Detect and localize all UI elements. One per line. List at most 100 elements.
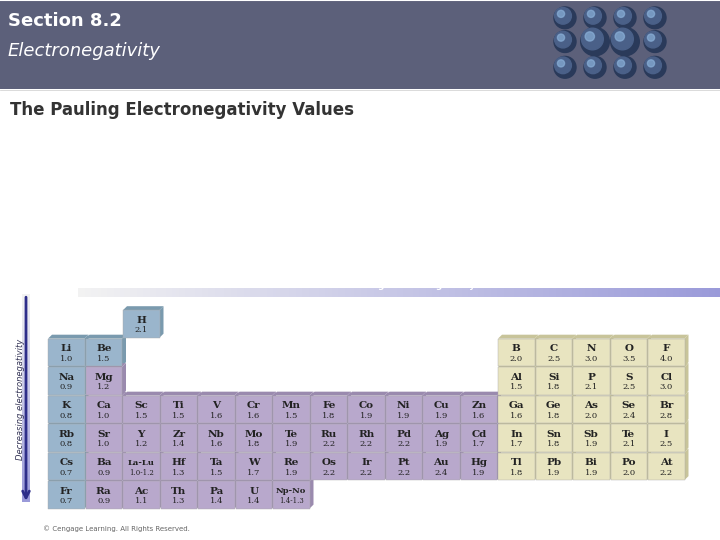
Bar	[310, 396, 347, 423]
Bar	[344, 288, 348, 297]
Polygon shape	[48, 477, 89, 481]
Bar	[221, 288, 224, 297]
Bar	[22, 470, 30, 471]
Bar	[22, 421, 30, 423]
Text: 1.7: 1.7	[510, 441, 523, 448]
Polygon shape	[161, 449, 201, 453]
Text: 1.4: 1.4	[210, 497, 223, 505]
Bar	[403, 288, 406, 297]
Text: Zr: Zr	[172, 430, 185, 439]
Bar	[22, 466, 30, 468]
Bar	[510, 288, 513, 297]
Bar	[22, 347, 30, 349]
Polygon shape	[534, 363, 539, 395]
Polygon shape	[86, 477, 126, 481]
Text: 1.0-1.2: 1.0-1.2	[129, 469, 153, 477]
Bar	[123, 481, 160, 509]
Bar	[22, 322, 30, 323]
Bar	[539, 288, 543, 297]
Polygon shape	[86, 335, 126, 339]
Bar	[22, 368, 30, 370]
Bar	[666, 288, 670, 297]
Text: 0.7: 0.7	[60, 497, 73, 505]
Bar	[260, 288, 264, 297]
Polygon shape	[198, 477, 238, 481]
Bar	[22, 454, 30, 455]
Polygon shape	[534, 420, 539, 451]
Text: Rb: Rb	[58, 430, 74, 439]
Text: F: F	[662, 345, 670, 353]
Polygon shape	[610, 335, 613, 366]
Circle shape	[581, 28, 609, 56]
Bar	[325, 288, 328, 297]
Bar	[22, 423, 30, 424]
Bar	[22, 381, 30, 382]
Bar	[22, 441, 30, 442]
Polygon shape	[573, 392, 613, 396]
Polygon shape	[498, 449, 539, 453]
Polygon shape	[647, 420, 651, 451]
Bar	[611, 367, 647, 395]
Text: 1.5: 1.5	[135, 412, 148, 420]
Polygon shape	[123, 420, 163, 424]
Polygon shape	[534, 335, 539, 366]
Bar	[468, 288, 472, 297]
Bar	[464, 288, 468, 297]
Text: Hf: Hf	[171, 458, 186, 467]
Bar	[348, 396, 384, 423]
Polygon shape	[572, 363, 576, 395]
Bar	[22, 464, 30, 466]
Text: Rh: Rh	[358, 430, 374, 439]
Bar	[22, 317, 30, 318]
Polygon shape	[48, 420, 89, 424]
Bar	[48, 481, 84, 509]
Bar	[48, 339, 84, 366]
Bar	[22, 430, 30, 431]
Bar	[273, 481, 310, 509]
Bar	[22, 375, 30, 377]
Bar	[198, 481, 235, 509]
Polygon shape	[647, 363, 651, 395]
Text: 2.1: 2.1	[135, 327, 148, 334]
Bar	[22, 462, 30, 463]
Text: Se: Se	[621, 401, 636, 410]
Bar	[22, 330, 30, 332]
Text: Cu: Cu	[433, 401, 449, 410]
Bar	[573, 396, 610, 423]
Bar	[22, 428, 30, 430]
Bar	[22, 313, 30, 314]
Bar	[22, 332, 30, 334]
Bar	[78, 288, 81, 297]
Polygon shape	[84, 363, 89, 395]
Bar	[573, 424, 610, 451]
Bar	[310, 424, 347, 451]
Text: As: As	[585, 401, 598, 410]
Polygon shape	[573, 420, 613, 424]
Polygon shape	[198, 449, 238, 453]
Bar	[455, 288, 458, 297]
Polygon shape	[648, 363, 688, 367]
Bar	[712, 288, 715, 297]
Polygon shape	[160, 420, 163, 451]
Bar	[198, 288, 202, 297]
Polygon shape	[498, 363, 539, 367]
Text: 4.0: 4.0	[660, 355, 673, 363]
Text: 1.8: 1.8	[547, 441, 560, 448]
Text: 1.4-1.3: 1.4-1.3	[279, 497, 304, 505]
Bar	[371, 288, 374, 297]
Text: Al: Al	[510, 373, 522, 382]
Text: 2.5: 2.5	[622, 383, 635, 392]
Bar	[286, 288, 289, 297]
Polygon shape	[459, 392, 464, 423]
Text: Be: Be	[96, 345, 112, 353]
Bar	[22, 480, 30, 481]
Bar	[569, 288, 572, 297]
Bar	[235, 396, 272, 423]
Text: Zn: Zn	[471, 401, 486, 410]
Bar	[22, 452, 30, 454]
Bar	[161, 424, 197, 451]
Text: 1.5: 1.5	[172, 412, 186, 420]
Bar	[86, 453, 122, 480]
Bar	[634, 288, 637, 297]
Bar	[601, 288, 605, 297]
